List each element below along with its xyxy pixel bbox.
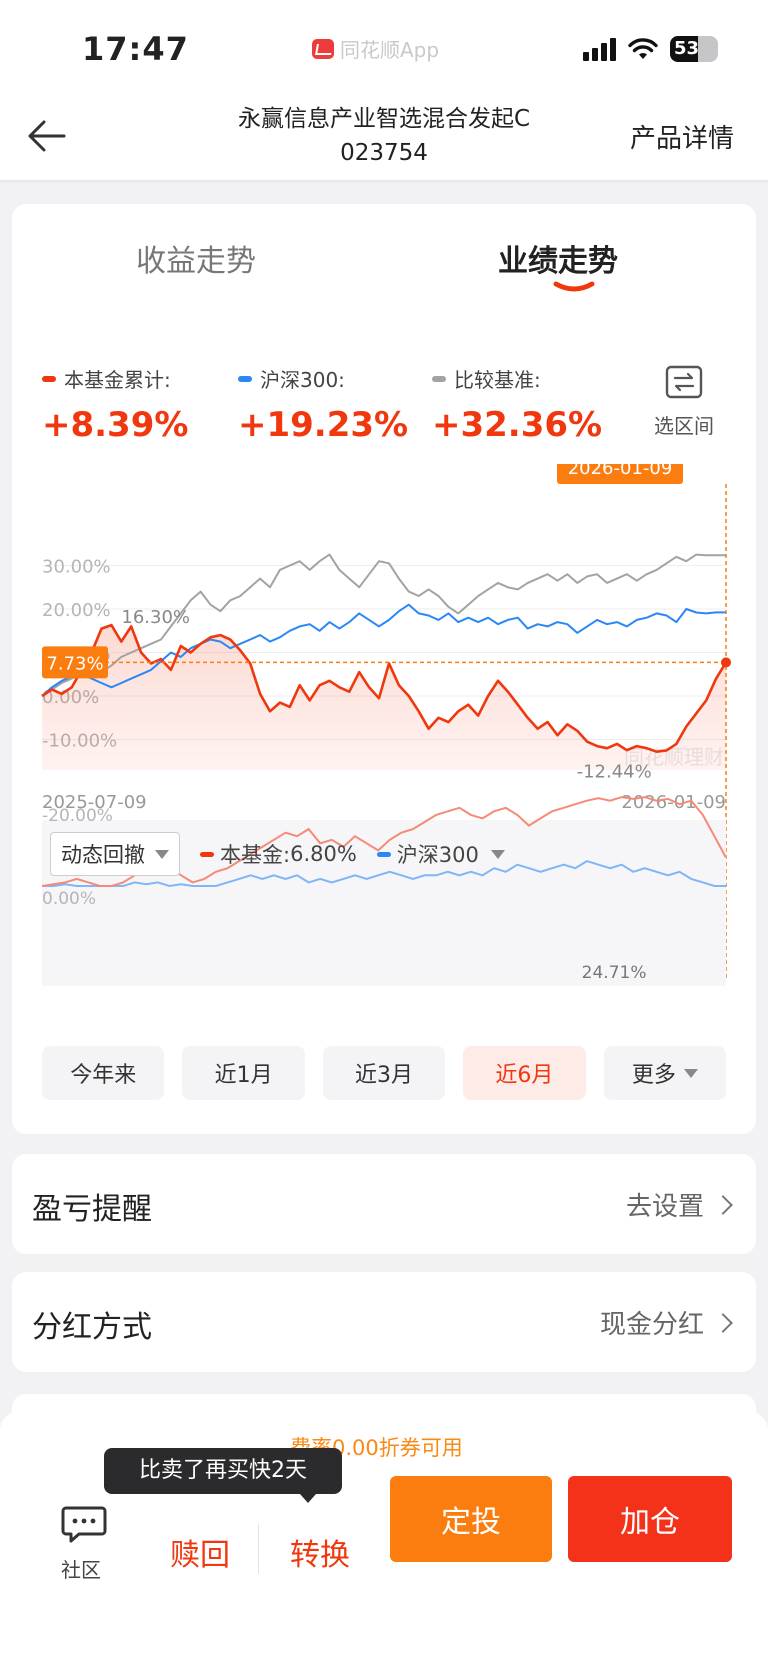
series-line-hs300	[41, 603, 726, 697]
chevron-right-icon	[713, 1312, 733, 1333]
drawdown-fund-label: 本基金:	[220, 843, 291, 867]
source-app-name: 同花顺App	[340, 38, 440, 62]
cursor-date-badge	[557, 464, 683, 484]
range-select-icon	[665, 365, 703, 399]
legend-benchmark-label: 比较基准:	[454, 368, 541, 392]
tab-performance-trend[interactable]: 业绩走势	[498, 244, 618, 279]
convert-button[interactable]: 转换	[290, 1538, 350, 1573]
back-arrow-icon[interactable]	[24, 112, 72, 160]
tooltip-arrow	[300, 1494, 316, 1503]
drawdown-hs300-label: 沪深300	[396, 843, 479, 867]
fund-code: 023754	[340, 140, 428, 166]
legend-hs300-swatch	[238, 375, 252, 382]
period-more[interactable]: 更多	[603, 1046, 727, 1100]
profit-alert-title: 盈亏提醒	[32, 1192, 152, 1227]
community-label: 社区	[61, 1558, 101, 1582]
more-dropdown-icon	[683, 1068, 698, 1078]
status-bar: 17:47 同花顺App 53	[0, 0, 768, 92]
period-selector: 今年来 近1月 近3月 近6月 更多	[42, 1046, 727, 1100]
period-ytd-label: 今年来	[70, 1063, 137, 1088]
period-6m[interactable]: 近6月	[463, 1046, 586, 1100]
drawdown-header: 动态回撤 本基金: 6.80% 沪深300	[50, 832, 505, 876]
trend-card: 收益走势 业绩走势 本基金累计: +8.39% 沪深300: +19.23% 比…	[12, 204, 756, 1134]
chevron-right-icon	[713, 1194, 733, 1215]
legend-benchmark: 比较基准: +32.36%	[432, 364, 602, 445]
period-1m-label: 近1月	[214, 1063, 273, 1088]
product-detail-link[interactable]: 产品详情	[629, 124, 734, 154]
cursor-point	[721, 657, 731, 668]
legend-hs300-value: +19.23%	[238, 405, 409, 445]
period-6m-label: 近6月	[495, 1063, 554, 1088]
dd-min-annotation: 24.71%	[582, 963, 647, 983]
app-logo-icon	[312, 38, 334, 59]
drawdown-dropdown-icon	[155, 849, 169, 859]
community-button[interactable]: 社区	[58, 1504, 110, 1583]
status-icons: 53	[583, 36, 718, 62]
dividend-title: 分红方式	[32, 1310, 152, 1345]
legend-fund-label: 本基金累计:	[64, 368, 171, 392]
period-more-label: 更多	[631, 1063, 676, 1088]
y-tick-label: 20.00%	[42, 600, 111, 621]
select-range-label: 选区间	[654, 414, 714, 438]
drawdown-fund-swatch	[200, 851, 214, 857]
dividend-row[interactable]: 分红方式 现金分红	[12, 1272, 756, 1372]
signal-icon	[583, 37, 616, 61]
min-annotation: -12.44%	[577, 762, 652, 783]
max-annotation: 16.30%	[121, 607, 190, 628]
wifi-icon	[628, 38, 658, 59]
bottom-action-bar: 费率0.00折券可用 比卖了再买快2天 社区 赎回 转换 定投 加仓	[0, 1412, 768, 1663]
add-position-button[interactable]: 加仓	[568, 1476, 732, 1562]
period-ytd[interactable]: 今年来	[42, 1046, 165, 1100]
legend-fund: 本基金累计: +8.39%	[42, 364, 188, 445]
redeem-button[interactable]: 赎回	[170, 1538, 230, 1573]
fixed-invest-button[interactable]: 定投	[390, 1476, 552, 1562]
battery-level: 53	[674, 38, 700, 59]
period-3m[interactable]: 近3月	[322, 1046, 446, 1100]
source-app-indicator: 同花顺App	[312, 34, 439, 63]
x-start-label: 2025-07-09	[42, 792, 147, 813]
chat-icon	[61, 1506, 107, 1543]
legend-benchmark-swatch	[432, 375, 446, 382]
convert-tooltip: 比卖了再买快2天	[104, 1448, 342, 1494]
series-line-benchmark	[41, 553, 726, 697]
dd-tick-label: -20.00%	[42, 806, 113, 826]
legend-fund-swatch	[42, 375, 56, 382]
cursor-value-badge	[42, 646, 108, 679]
tab-income-trend[interactable]: 收益走势	[136, 244, 256, 279]
drawdown-fund-value: 6.80%	[290, 842, 357, 866]
performance-chart[interactable]: 30.00%20.00%10.00%0.00%-10.00%2025-07-09…	[12, 464, 756, 1064]
dividend-action[interactable]: 现金分红	[599, 1304, 733, 1341]
period-3m-label: 近3月	[355, 1063, 414, 1088]
drawdown-hs300-dropdown-icon	[490, 849, 505, 859]
dd-tick-label: 0.00%	[42, 889, 96, 909]
drawdown-selector-label: 动态回撤	[61, 843, 145, 867]
y-tick-label: 30.00%	[42, 557, 111, 578]
profit-alert-row[interactable]: 盈亏提醒 去设置	[12, 1154, 756, 1254]
series-line-fund	[41, 623, 728, 753]
action-divider	[258, 1524, 259, 1574]
profit-alert-action-label: 去设置	[625, 1192, 704, 1222]
active-tab-indicator	[553, 281, 595, 292]
legend-fund-value: +8.39%	[42, 405, 189, 445]
drawdown-selector[interactable]: 动态回撤	[50, 832, 180, 876]
legend-benchmark-value: +32.36%	[432, 405, 603, 445]
select-range-button[interactable]: 选区间	[644, 364, 724, 439]
cursor-value-label: 7.73%	[46, 653, 103, 674]
status-time: 17:47	[82, 30, 189, 68]
page-header: 永赢信息产业智选混合发起C 023754 产品详情	[0, 92, 768, 180]
dividend-action-label: 现金分红	[599, 1310, 704, 1340]
legend-hs300-label: 沪深300:	[260, 368, 345, 392]
drawdown-hs300-swatch	[376, 851, 391, 857]
battery-icon: 53	[670, 36, 718, 62]
profit-alert-action[interactable]: 去设置	[625, 1186, 733, 1223]
drawdown-fund-legend: 本基金: 6.80%	[200, 839, 357, 869]
legend-hs300: 沪深300: +19.23%	[238, 364, 408, 445]
drawdown-hs300-legend[interactable]: 沪深300	[376, 839, 505, 869]
period-1m[interactable]: 近1月	[182, 1046, 305, 1100]
fund-title: 永赢信息产业智选混合发起C 023754	[170, 102, 598, 170]
dd-hs300-line	[42, 860, 726, 888]
fund-name: 永赢信息产业智选混合发起C	[237, 106, 531, 132]
cursor-date-label: 2026-01-09	[568, 464, 673, 479]
